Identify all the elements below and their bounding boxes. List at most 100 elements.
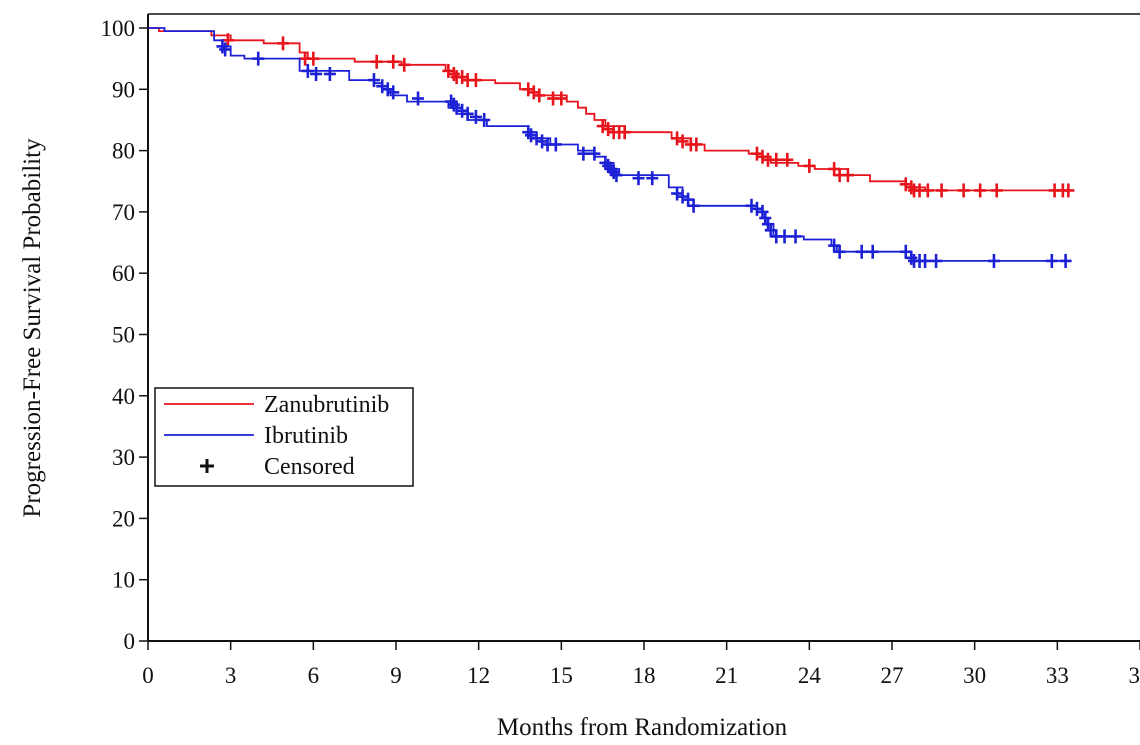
censor-mark-ibrutinib — [525, 128, 538, 143]
censor-mark-zanubrutinib — [905, 180, 918, 195]
censor-mark-ibrutinib — [778, 229, 791, 244]
censor-mark-zanubrutinib — [935, 183, 948, 198]
censor-mark-ibrutinib — [987, 253, 1000, 268]
y-tick-label: 40 — [112, 384, 135, 409]
censor-mark-zanubrutinib — [370, 54, 383, 69]
censor-mark-ibrutinib — [745, 198, 758, 213]
y-tick-label: 10 — [112, 568, 135, 593]
y-tick-label: 20 — [112, 506, 135, 531]
censor-mark-ibrutinib — [367, 73, 380, 88]
y-tick-label: 100 — [101, 16, 136, 41]
censor-mark-zanubrutinib — [522, 82, 535, 97]
x-tick-label: 18 — [633, 663, 656, 688]
x-tick-label: 9 — [390, 663, 402, 688]
x-tick-label: 24 — [798, 663, 822, 688]
x-tick-label: 33 — [1046, 663, 1069, 688]
censor-mark-zanubrutinib — [398, 57, 411, 72]
censor-mark-zanubrutinib — [387, 54, 400, 69]
censor-mark-zanubrutinib — [221, 33, 234, 48]
plot-area — [148, 27, 1075, 268]
censor-mark-ibrutinib — [646, 171, 659, 186]
censor-mark-ibrutinib — [549, 137, 562, 152]
censor-mark-ibrutinib — [833, 244, 846, 259]
censor-mark-ibrutinib — [456, 103, 469, 118]
censor-mark-zanubrutinib — [750, 146, 763, 161]
censor-mark-zanubrutinib — [899, 177, 912, 192]
censor-mark-ibrutinib — [750, 201, 763, 216]
censor-mark-ibrutinib — [682, 192, 695, 207]
series-ibrutinib — [148, 27, 1072, 268]
censor-mark-zanubrutinib — [555, 91, 568, 106]
censor-mark-zanubrutinib — [990, 183, 1003, 198]
legend-label-censored: Censored — [264, 454, 355, 480]
censor-mark-ibrutinib — [930, 253, 943, 268]
censor-mark-zanubrutinib — [1062, 183, 1075, 198]
x-tick-label: 21 — [715, 663, 738, 688]
censor-mark-zanubrutinib — [781, 152, 794, 167]
censor-mark-ibrutinib — [478, 112, 491, 127]
censor-mark-zanubrutinib — [841, 168, 854, 183]
censor-mark-ibrutinib — [252, 51, 265, 66]
legend-label-ibrutinib: Ibrutinib — [264, 423, 348, 449]
censor-mark-ibrutinib — [301, 63, 314, 78]
censor-mark-ibrutinib — [1059, 253, 1072, 268]
x-tick-label: 0 — [142, 663, 154, 688]
censor-mark-ibrutinib — [323, 66, 336, 81]
x-axis-title: Months from Randomization — [497, 714, 788, 741]
censor-mark-zanubrutinib — [533, 88, 546, 103]
censor-mark-zanubrutinib — [671, 131, 684, 146]
censor-mark-ibrutinib — [219, 42, 232, 57]
survival-curve-ibrutinib — [148, 27, 1072, 262]
legend-label-zanubrutinib: Zanubrutinib — [264, 392, 389, 418]
censor-mark-ibrutinib — [536, 134, 549, 149]
censor-mark-ibrutinib — [310, 66, 323, 81]
censor-mark-ibrutinib — [530, 131, 543, 146]
y-tick-label: 90 — [112, 77, 135, 102]
censor-mark-zanubrutinib — [921, 183, 934, 198]
censor-mark-ibrutinib — [376, 79, 389, 94]
censor-mark-zanubrutinib — [527, 85, 540, 100]
censor-mark-ibrutinib — [450, 100, 463, 115]
censor-mark-zanubrutinib — [676, 134, 689, 149]
censor-mark-ibrutinib — [577, 146, 590, 161]
censor-mark-zanubrutinib — [770, 152, 783, 167]
x-tick-label: 6 — [308, 663, 320, 688]
y-tick-label: 50 — [112, 323, 135, 348]
x-tick-label: 36 — [1129, 663, 1140, 688]
censor-mark-ibrutinib — [461, 106, 474, 121]
censor-mark-zanubrutinib — [690, 137, 703, 152]
survival-curve-zanubrutinib — [148, 27, 1072, 192]
censor-mark-zanubrutinib — [828, 161, 841, 176]
censor-mark-ibrutinib — [919, 253, 932, 268]
censor-mark-zanubrutinib — [957, 183, 970, 198]
censor-mark-ibrutinib — [828, 238, 841, 253]
x-tick-label: 27 — [881, 663, 904, 688]
axes: 0369121518212427303336010203040506070809… — [101, 13, 1140, 688]
y-tick-label: 60 — [112, 261, 135, 286]
censor-mark-ibrutinib — [1045, 253, 1058, 268]
y-axis-title: Progression-Free Survival Probability — [19, 138, 46, 518]
censor-mark-ibrutinib — [866, 244, 879, 259]
censor-mark-ibrutinib — [789, 229, 802, 244]
censor-mark-zanubrutinib — [974, 183, 987, 198]
y-tick-label: 0 — [124, 629, 136, 654]
legend: Zanubrutinib Ibrutinib Censored — [154, 387, 414, 487]
censor-mark-zanubrutinib — [447, 66, 460, 81]
censor-mark-zanubrutinib — [756, 149, 769, 164]
censor-mark-zanubrutinib — [602, 122, 615, 137]
censor-mark-zanubrutinib — [596, 119, 609, 134]
censor-mark-zanubrutinib — [469, 73, 482, 88]
censor-mark-zanubrutinib — [803, 158, 816, 173]
censor-mark-ibrutinib — [671, 186, 684, 201]
censor-mark-ibrutinib — [469, 109, 482, 124]
censor-mark-ibrutinib — [687, 198, 700, 213]
censor-mark-ibrutinib — [764, 223, 777, 238]
censor-mark-ibrutinib — [412, 91, 425, 106]
series-zanubrutinib — [148, 27, 1075, 198]
censor-mark-ibrutinib — [387, 85, 400, 100]
censor-mark-ibrutinib — [676, 189, 689, 204]
censor-mark-zanubrutinib — [442, 63, 455, 78]
y-tick-label: 80 — [112, 139, 135, 164]
censor-mark-ibrutinib — [381, 82, 394, 97]
